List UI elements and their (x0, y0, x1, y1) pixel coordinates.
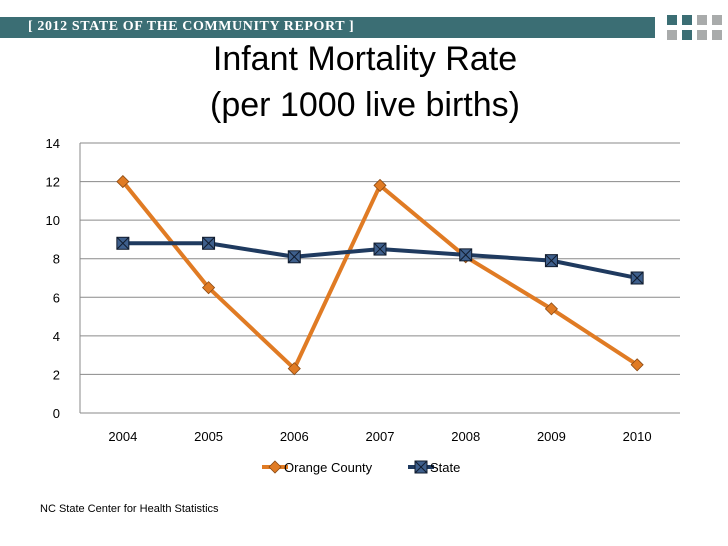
marker-cross-b (116, 236, 130, 250)
legend-item-state: State (408, 460, 460, 475)
marker-cross-b (414, 460, 428, 474)
chart-title-line-1: Infant Mortality Rate (212, 40, 518, 78)
square-8 (712, 30, 722, 40)
legend-swatch-marker (268, 460, 282, 474)
marker-cross-b (630, 271, 644, 285)
legend-label: State (430, 460, 460, 475)
square-4 (712, 15, 722, 25)
data-point-state (116, 236, 130, 250)
x-tick-label: 2006 (280, 429, 309, 444)
source-note: NC State Center for Health Statistics (40, 503, 219, 515)
square-3 (697, 15, 707, 25)
report-banner-text: [ 2012 STATE OF THE COMMUNITY REPORT ] (28, 19, 355, 34)
data-point-orange-county (373, 178, 387, 192)
square-1 (667, 15, 677, 25)
data-point-orange-county (544, 302, 558, 316)
data-point-orange-county (630, 358, 644, 372)
marker-cross-b (459, 248, 473, 262)
square-2 (682, 15, 692, 25)
marker-cross-b (287, 250, 301, 264)
report-banner: [ 2012 STATE OF THE COMMUNITY REPORT ] (0, 17, 655, 38)
data-point-state (287, 250, 301, 264)
marker-cross-b (373, 242, 387, 256)
x-tick-label: 2005 (194, 429, 223, 444)
data-point-state (202, 236, 216, 250)
y-tick-label: 6 (53, 290, 60, 305)
marker-cross-b (202, 236, 215, 250)
y-tick-label: 10 (46, 213, 60, 228)
square-7 (697, 30, 707, 40)
square-5 (667, 30, 677, 40)
y-tick-label: 8 (53, 252, 60, 267)
data-point-orange-county (116, 175, 130, 189)
y-tick-label: 0 (53, 406, 60, 421)
chart-title-line-2: (per 1000 live births) (210, 86, 520, 124)
decorative-squares (667, 15, 723, 45)
data-point-orange-county (287, 362, 301, 376)
legend-label: Orange County (284, 460, 373, 475)
x-tick-label: 2010 (623, 429, 652, 444)
series-orange-county (116, 175, 644, 376)
x-tick-label: 2008 (451, 429, 480, 444)
marker-cross-b (545, 254, 558, 267)
series-line-orange-county (121, 180, 639, 371)
x-tick-label: 2007 (366, 429, 395, 444)
y-tick-label: 12 (46, 175, 60, 190)
data-point-state (459, 248, 473, 262)
data-point-orange-county (202, 281, 216, 295)
legend-swatch-marker (414, 460, 428, 474)
data-point-state (373, 242, 387, 256)
y-tick-label: 2 (53, 367, 60, 382)
chart-title: Infant Mortality Rate (per 1000 live bir… (150, 36, 580, 128)
y-tick-label: 4 (53, 329, 60, 344)
series-state (116, 236, 644, 285)
x-tick-label: 2009 (537, 429, 566, 444)
data-point-state (630, 271, 644, 285)
square-6 (682, 30, 692, 40)
x-tick-label: 2004 (108, 429, 137, 444)
y-tick-label: 14 (46, 136, 60, 151)
legend-item-orange-county: Orange County (262, 460, 373, 475)
data-point-state (544, 254, 558, 268)
